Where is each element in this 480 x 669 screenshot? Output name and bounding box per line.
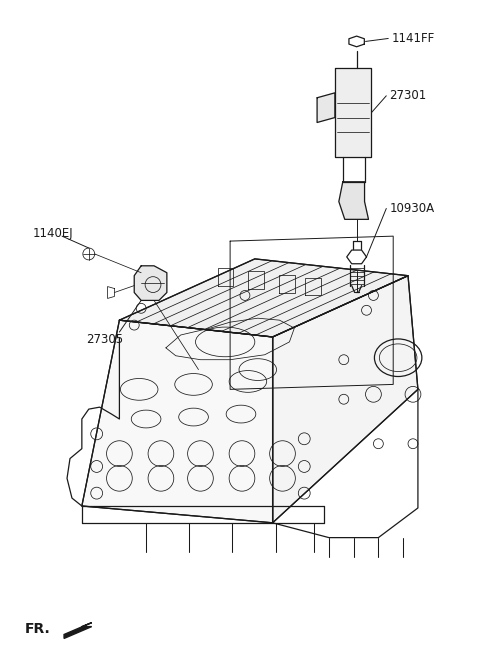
Text: 27305: 27305 — [86, 333, 123, 347]
Text: 27301: 27301 — [389, 89, 427, 102]
Polygon shape — [120, 259, 408, 337]
Text: FR.: FR. — [24, 622, 50, 636]
Text: 10930A: 10930A — [389, 202, 434, 215]
Text: 1141FF: 1141FF — [391, 32, 434, 45]
Polygon shape — [335, 68, 372, 157]
Polygon shape — [273, 276, 418, 522]
Polygon shape — [317, 93, 335, 122]
Polygon shape — [339, 182, 369, 219]
Text: 1140EJ: 1140EJ — [33, 227, 73, 240]
Polygon shape — [82, 320, 273, 522]
Polygon shape — [64, 623, 92, 638]
Polygon shape — [134, 266, 167, 300]
